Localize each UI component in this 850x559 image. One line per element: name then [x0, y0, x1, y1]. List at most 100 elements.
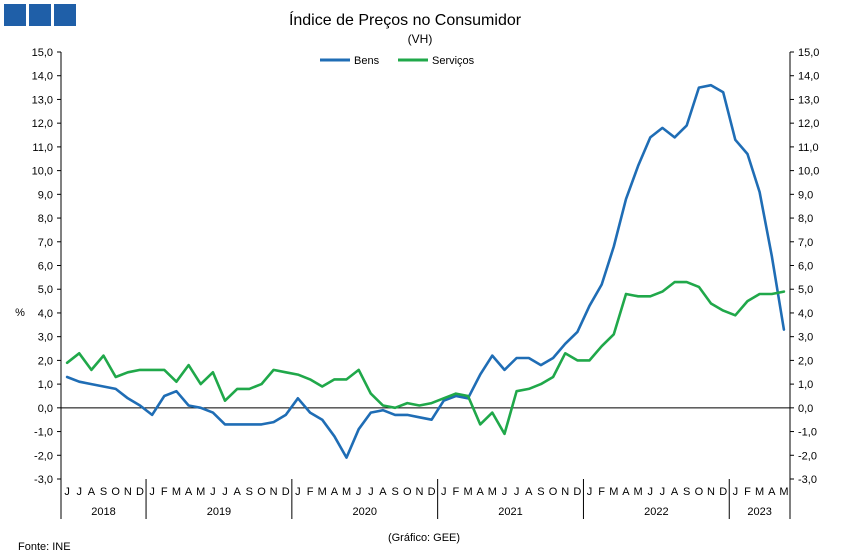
x-month-label: O [549, 486, 558, 498]
x-month-label: M [755, 486, 764, 498]
y-tick-label-left: 8,0 [38, 213, 53, 225]
x-month-label: J [295, 486, 301, 498]
y-tick-label-left: 9,0 [38, 189, 53, 201]
y-tick-label-left: 4,0 [38, 308, 53, 320]
x-month-label: D [282, 486, 290, 498]
x-month-label: F [307, 486, 314, 498]
y-tick-label-right: 12,0 [798, 118, 819, 130]
y-tick-label-left: 3,0 [38, 332, 53, 344]
series-line-bens [65, 83, 786, 459]
x-year-label: 2023 [747, 506, 771, 518]
logo-square-2 [29, 4, 51, 26]
x-month-label: F [161, 486, 168, 498]
x-month-label: M [196, 486, 205, 498]
logo-square-1 [4, 4, 26, 26]
x-month-label: D [573, 486, 581, 498]
x-month-label: J [514, 486, 520, 498]
y-tick-label-right: 9,0 [798, 189, 813, 201]
x-month-label: A [622, 486, 630, 498]
y-tick-label-left: -1,0 [34, 427, 53, 439]
x-month-label: A [185, 486, 193, 498]
series-line-servicos [65, 280, 786, 436]
x-month-label: J [356, 486, 362, 498]
axes: -3,0 -3,0 -2,0 -2,0 -1,0 -1,0 0,0 0,0 1,0 1,0 2,0 2… [32, 47, 819, 519]
y-tick-label-right: 3,0 [798, 332, 813, 344]
x-month-label: J [210, 486, 216, 498]
x-year-label: 2022 [644, 506, 668, 518]
x-month-label: J [502, 486, 508, 498]
y-tick-label-left: 7,0 [38, 237, 53, 249]
source-note: Fonte: INE [18, 541, 71, 553]
x-month-label: F [744, 486, 751, 498]
y-tick-label-right: 5,0 [798, 284, 813, 296]
x-year-label: 2019 [207, 506, 231, 518]
x-month-label: M [463, 486, 472, 498]
y-tick-label-right: 7,0 [798, 237, 813, 249]
y-tick-label-left: 14,0 [32, 71, 53, 83]
logo-square-3 [54, 4, 76, 26]
x-month-label: J [733, 486, 739, 498]
x-year-label: 2018 [91, 506, 115, 518]
x-month-label: D [719, 486, 727, 498]
x-month-label: S [100, 486, 107, 498]
y-tick-label-left: 6,0 [38, 261, 53, 273]
y-tick-label-right: 10,0 [798, 166, 819, 178]
x-month-label: A [477, 486, 485, 498]
chart-title: Índice de Preços no Consumidor [289, 10, 522, 29]
x-month-label: A [671, 486, 679, 498]
x-month-label: M [318, 486, 327, 498]
x-year-label: 2021 [498, 506, 522, 518]
x-month-label: N [415, 486, 423, 498]
y-tick-label-left: -3,0 [34, 474, 53, 486]
x-month-label: J [368, 486, 374, 498]
gee-logo [4, 4, 76, 26]
x-month-label: D [428, 486, 436, 498]
y-tick-label-left: 0,0 [38, 403, 53, 415]
series-lines [65, 83, 786, 459]
x-month-label: A [331, 486, 339, 498]
chart-subtitle: (VH) [408, 32, 433, 46]
x-month-label: N [707, 486, 715, 498]
x-month-label: M [779, 486, 788, 498]
y-tick-label-left: 15,0 [32, 47, 53, 59]
y-tick-label-right: 1,0 [798, 379, 813, 391]
y-tick-label-right: 8,0 [798, 213, 813, 225]
y-tick-label-left: 1,0 [38, 379, 53, 391]
x-month-label: O [403, 486, 412, 498]
y-tick-label-right: -3,0 [798, 474, 817, 486]
y-tick-label-left: 11,0 [32, 142, 53, 154]
y-tick-label-right: 14,0 [798, 71, 819, 83]
x-month-label: J [64, 486, 70, 498]
y-tick-label-left: 12,0 [32, 118, 53, 130]
legend-label-bens: Bens [354, 55, 380, 67]
x-month-label: M [634, 486, 643, 498]
y-tick-label-right: 15,0 [798, 47, 819, 59]
y-tick-label-right: 2,0 [798, 355, 813, 367]
y-tick-label-right: 13,0 [798, 94, 819, 106]
x-month-label: M [342, 486, 351, 498]
x-month-label: J [222, 486, 228, 498]
x-month-label: A [768, 486, 776, 498]
y-tick-label-left: 5,0 [38, 284, 53, 296]
x-month-label: N [270, 486, 278, 498]
x-month-label: J [648, 486, 654, 498]
x-month-label: O [257, 486, 266, 498]
y-tick-label-right: 4,0 [798, 308, 813, 320]
x-month-label: N [561, 486, 569, 498]
legend-label-servicos: Serviços [432, 55, 475, 67]
x-month-label: J [441, 486, 447, 498]
x-month-label: A [525, 486, 533, 498]
x-month-label: J [76, 486, 82, 498]
x-month-label: M [488, 486, 497, 498]
y-tick-label-right: 0,0 [798, 403, 813, 415]
y-tick-label-left: 13,0 [32, 94, 53, 106]
x-year-label: 2020 [353, 506, 377, 518]
x-month-label: A [234, 486, 242, 498]
x-month-label: S [391, 486, 398, 498]
x-month-label: S [246, 486, 253, 498]
x-month-label: A [88, 486, 96, 498]
y-axis-unit-label: % [15, 307, 25, 319]
x-month-label: F [598, 486, 605, 498]
x-month-label: N [124, 486, 132, 498]
x-month-label: S [537, 486, 544, 498]
